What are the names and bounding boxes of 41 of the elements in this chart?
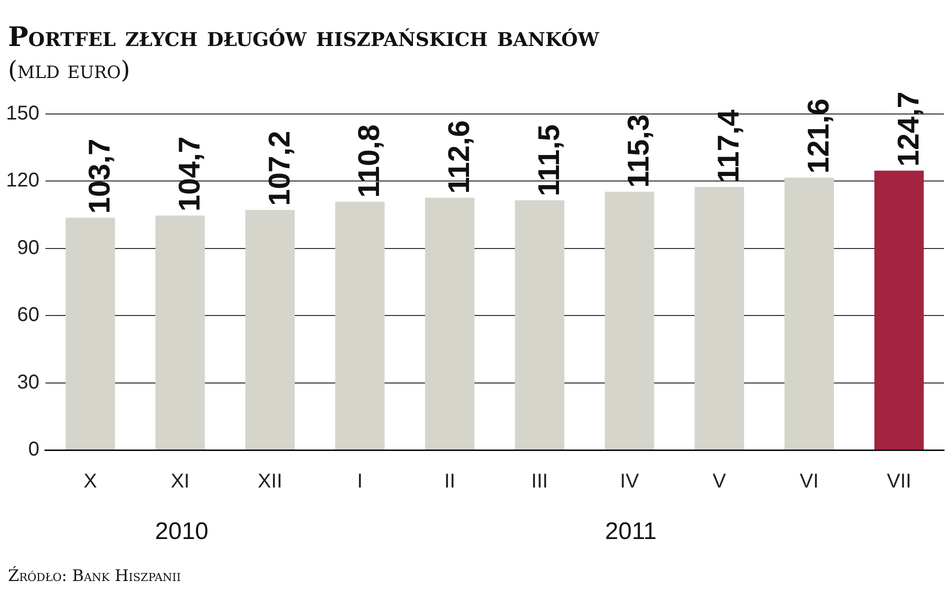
bar <box>514 200 564 450</box>
bar <box>155 215 205 450</box>
x-tick-label: III <box>531 470 548 493</box>
data-label: 121,6 <box>802 98 836 174</box>
x-tick-label: IV <box>620 470 640 493</box>
bar <box>66 218 116 450</box>
bar <box>425 198 474 450</box>
data-label: 107,2 <box>263 130 296 206</box>
y-tick-label: 90 <box>17 236 40 259</box>
data-label: 110,8 <box>353 124 386 198</box>
x-tick-label: XII <box>258 470 282 493</box>
x-tick-label: VI <box>800 470 819 493</box>
data-label: 112,6 <box>443 120 476 194</box>
x-tick-label: X <box>84 470 97 493</box>
data-label: 104,7 <box>173 136 206 212</box>
x-tick-label: II <box>444 470 456 493</box>
x-tick-label: XI <box>170 470 190 493</box>
bar <box>335 202 385 450</box>
y-tick-label: 30 <box>17 371 40 394</box>
text: Źródło: Bank Hiszpanii <box>8 566 181 585</box>
y-tick-label: 0 <box>28 438 40 461</box>
bar <box>784 178 834 450</box>
data-label: 115,3 <box>622 114 656 188</box>
data-label: 124,7 <box>892 92 926 167</box>
chart-title: Portfel złych długów hiszpańskich banków <box>8 22 600 53</box>
x-tick-label: VII <box>886 470 912 493</box>
text: 2011 <box>605 518 657 546</box>
data-label: 117,4 <box>712 109 746 184</box>
y-tick-label: 150 <box>6 102 40 125</box>
data-label: 111,5 <box>532 124 566 196</box>
y-tick-label: 60 <box>17 304 40 326</box>
y-tick-label: 120 <box>6 170 40 192</box>
bar <box>245 210 295 450</box>
x-tick-label: V <box>712 470 727 493</box>
bar <box>694 187 744 450</box>
bar <box>604 192 654 450</box>
text: 2010 <box>155 518 208 546</box>
chart-subtitle: (mld euro) <box>8 56 130 84</box>
data-label: 103,7 <box>84 138 117 214</box>
bar <box>874 170 924 450</box>
x-tick-label: I <box>357 470 363 493</box>
